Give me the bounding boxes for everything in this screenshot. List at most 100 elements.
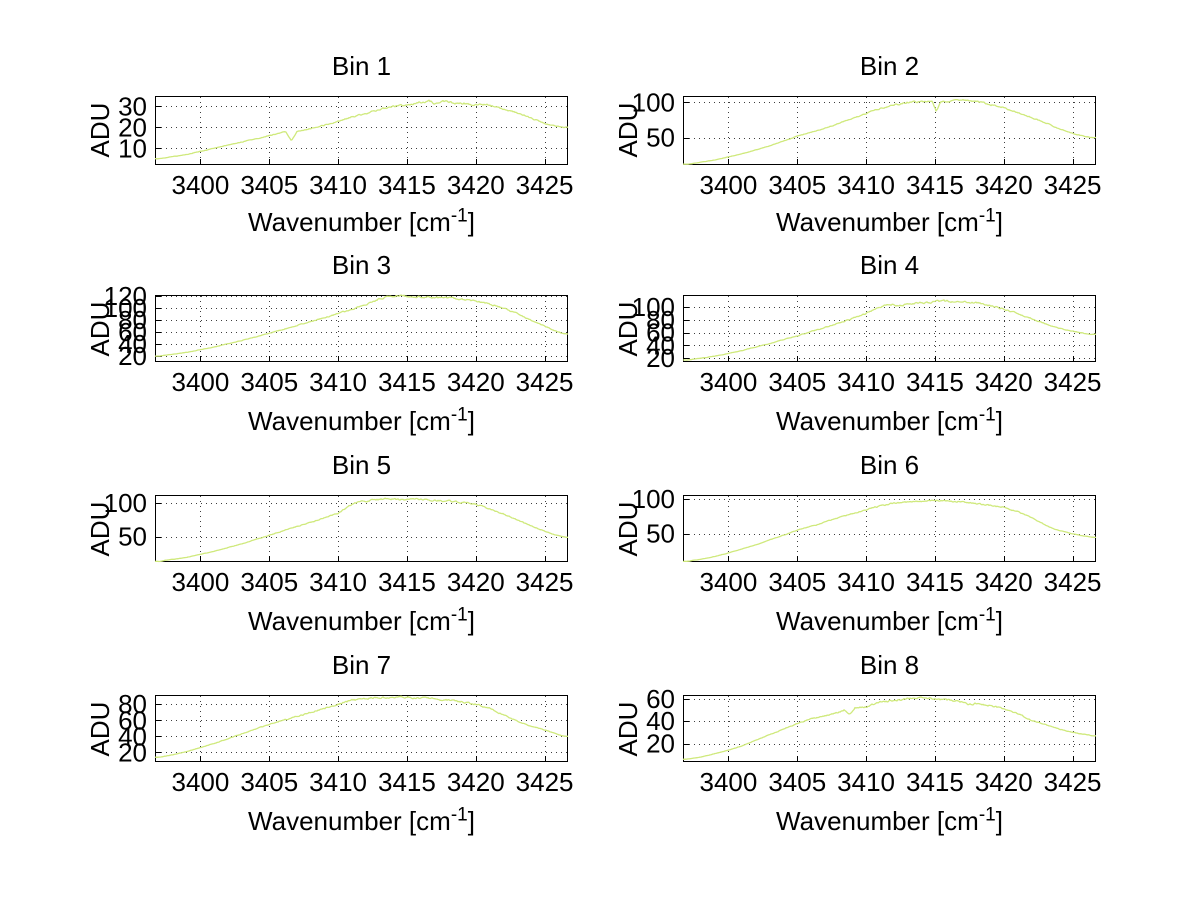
y-tick-label: 100 [632,484,675,514]
spectrum-line [155,294,569,357]
y-tick-label: 50 [118,522,147,552]
x-axis-label: Wavenumber [cm-1] [248,404,475,436]
x-tick-label: 3415 [906,567,964,597]
x-tick-label: 3405 [240,367,298,397]
x-tick-label: 3410 [837,567,895,597]
y-tick-label: 20 [646,729,675,759]
x-tick-label: 3405 [768,767,826,797]
x-tick-label: 3405 [768,567,826,597]
spectrum-line [683,98,1097,165]
spectrum-line [682,696,1097,760]
y-axis-label: ADU [613,102,643,158]
x-tick-label: 3415 [378,170,436,200]
axes-box [683,695,1096,762]
x-tick-label: 3410 [309,367,367,397]
x-tick-label: 3420 [975,767,1033,797]
x-tick-label: 3400 [172,567,230,597]
x-tick-label: 3400 [700,767,758,797]
x-axis-label: Wavenumber [cm-1] [776,804,1003,836]
x-tick-label: 3425 [516,567,574,597]
x-tick-label: 3415 [906,767,964,797]
subplot-bin-3: Bin 3 ADU Wavenumber [cm-1] [0,245,600,460]
x-tick-label: 3400 [700,170,758,200]
subplot-title: Bin 1 [331,51,392,81]
subplot-bin-1: Bin 1 ADU Wavenumber [cm-1] [0,46,600,261]
y-tick-label: 20 [646,343,675,373]
subplot-title: Bin 5 [331,450,392,480]
x-tick-label: 3410 [309,170,367,200]
spectrum-line [683,499,1097,563]
x-axis-label: Wavenumber [cm-1] [776,205,1003,237]
subplot-plot-area-bin-2: 3400 3405 3410 3415 3420 3425 50 100 [632,87,1102,200]
x-tick-label: 3415 [906,367,964,397]
x-axis-label: Wavenumber [cm-1] [248,804,475,836]
x-tick-label: 3420 [447,367,505,397]
subplot-plot-area-bin-6: 3400 3405 3410 3415 3420 3425 50 100 [632,484,1102,597]
y-axis-label: ADU [85,701,115,757]
x-tick-label: 3405 [768,367,826,397]
x-tick-label: 3400 [172,767,230,797]
subplot-title: Bin 3 [331,250,392,280]
x-tick-label: 3420 [975,170,1033,200]
subplot-bin-6: Bin 6 ADU Wavenumber [cm-1] [600,445,1200,660]
x-tick-label: 3425 [1044,170,1102,200]
x-axis-label: Wavenumber [cm-1] [248,604,475,636]
y-tick-label: 20 [118,112,147,142]
x-tick-label: 3415 [378,767,436,797]
x-tick-label: 3410 [837,170,895,200]
subplot-plot-area-bin-5: 3400 3405 3410 3415 3420 3425 50 100 [104,488,574,597]
y-tick-label: 80 [646,305,675,335]
spectrum-line [155,99,569,160]
x-tick-label: 3400 [700,367,758,397]
y-tick-label: 80 [118,305,147,335]
y-axis-label: ADU [85,501,115,557]
spectrum-line [683,299,1097,361]
x-axis-label: Wavenumber [cm-1] [776,604,1003,636]
subplot-bin-7: Bin 7 ADU Wavenumber [cm-1] [0,645,600,860]
subplot-bin-2: Bin 2 ADU Wavenumber [cm-1] [600,46,1200,261]
x-tick-label: 3420 [447,567,505,597]
subplot-title: Bin 4 [859,250,920,280]
y-axis-label: ADU [85,102,115,158]
y-tick-label: 40 [646,706,675,736]
axes-box [155,495,568,562]
y-tick-label: 30 [118,91,147,121]
y-axis-label: ADU [85,301,115,357]
x-tick-label: 3425 [1044,367,1102,397]
axes-box [155,695,568,762]
x-tick-label: 3400 [700,567,758,597]
y-tick-label: 60 [646,684,675,714]
x-tick-label: 3400 [172,367,230,397]
y-tick-label: 50 [646,123,675,153]
x-tick-label: 3425 [1044,567,1102,597]
subplot-bin-5: Bin 5 ADU Wavenumber [cm-1] [0,445,600,660]
y-tick-label: 50 [646,519,675,549]
x-tick-label: 3405 [240,767,298,797]
x-tick-label: 3420 [447,767,505,797]
x-axis-label: Wavenumber [cm-1] [776,404,1003,436]
y-tick-label: 100 [104,488,147,518]
x-tick-label: 3425 [516,170,574,200]
y-tick-label: 40 [118,721,147,751]
x-tick-label: 3410 [837,767,895,797]
x-tick-label: 3425 [516,767,574,797]
y-axis-label: ADU [613,701,643,757]
axes-box [683,295,1096,362]
x-axis-label: Wavenumber [cm-1] [248,205,475,237]
y-tick-label: 60 [646,318,675,348]
x-tick-label: 3425 [516,367,574,397]
x-tick-label: 3425 [1044,767,1102,797]
subplot-title: Bin 6 [859,450,920,480]
axes-box [155,295,568,362]
spectrum-line [154,695,569,758]
x-tick-label: 3405 [240,170,298,200]
y-tick-label: 20 [118,737,147,767]
y-tick-label: 60 [118,705,147,735]
subplot-bin-4: Bin 4 ADU Wavenumber [cm-1] [600,245,1200,460]
x-tick-label: 3405 [240,567,298,597]
